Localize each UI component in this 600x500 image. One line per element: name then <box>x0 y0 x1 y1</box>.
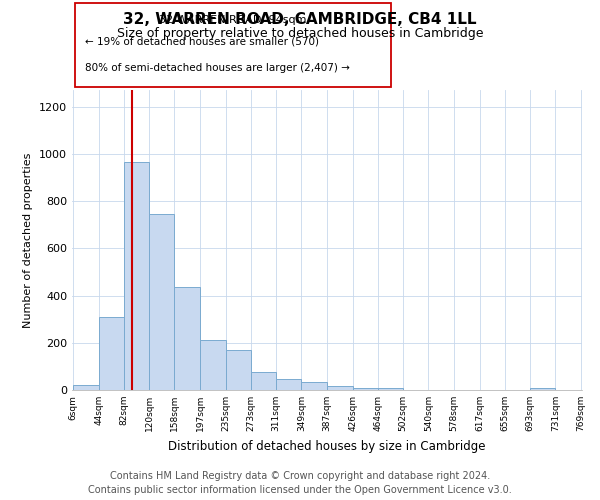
Text: 80% of semi-detached houses are larger (2,407) →: 80% of semi-detached houses are larger (… <box>85 63 350 73</box>
Bar <box>149 214 175 390</box>
Bar <box>353 388 378 390</box>
Text: Size of property relative to detached houses in Cambridge: Size of property relative to detached ho… <box>117 28 483 40</box>
Text: ← 19% of detached houses are smaller (570): ← 19% of detached houses are smaller (57… <box>85 36 319 46</box>
Bar <box>73 385 98 390</box>
FancyBboxPatch shape <box>74 3 391 87</box>
Text: 32 WARREN ROAD: 94sqm: 32 WARREN ROAD: 94sqm <box>159 15 307 25</box>
Bar <box>226 350 251 390</box>
Bar <box>301 382 326 390</box>
Y-axis label: Number of detached properties: Number of detached properties <box>23 152 34 328</box>
Text: Contains HM Land Registry data © Crown copyright and database right 2024.
Contai: Contains HM Land Registry data © Crown c… <box>88 471 512 495</box>
Bar <box>276 378 301 390</box>
Bar <box>175 287 200 390</box>
Bar <box>530 388 556 390</box>
Bar <box>251 372 276 390</box>
X-axis label: Distribution of detached houses by size in Cambridge: Distribution of detached houses by size … <box>168 440 486 452</box>
Bar <box>124 162 149 390</box>
Bar <box>378 388 403 390</box>
Text: 32, WARREN ROAD, CAMBRIDGE, CB4 1LL: 32, WARREN ROAD, CAMBRIDGE, CB4 1LL <box>123 12 477 28</box>
Bar <box>98 317 124 390</box>
Bar <box>200 340 226 390</box>
Bar <box>326 386 353 390</box>
